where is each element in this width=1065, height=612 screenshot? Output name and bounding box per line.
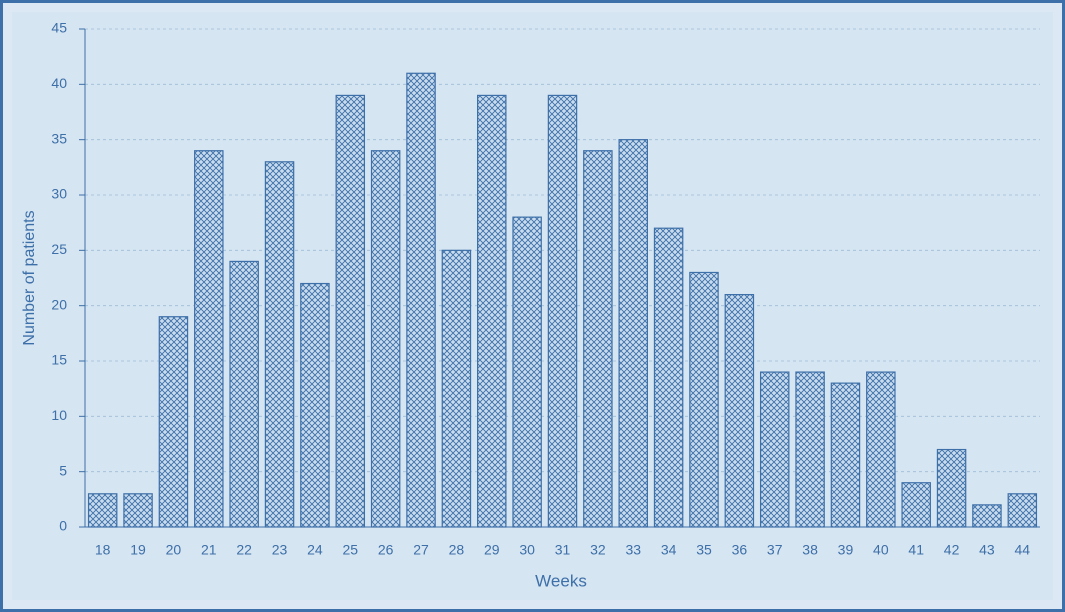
bar	[1007, 493, 1038, 528]
x-axis-label: Weeks	[535, 571, 587, 590]
x-tick-label: 21	[201, 542, 217, 558]
x-tick-label: 34	[661, 542, 677, 558]
x-tick-label: 18	[95, 542, 111, 558]
x-tick-label: 25	[342, 542, 358, 558]
x-tick-label: 29	[484, 542, 500, 558]
y-tick-label: 10	[51, 407, 67, 423]
bar	[689, 271, 719, 528]
bar	[759, 371, 790, 528]
bar	[370, 150, 401, 528]
bar	[194, 150, 224, 528]
y-tick-label: 45	[51, 20, 67, 36]
bar	[724, 294, 755, 528]
x-tick-label: 31	[555, 542, 571, 558]
x-tick-label: 27	[413, 542, 429, 558]
x-tick-label: 23	[272, 542, 288, 558]
bar	[477, 94, 507, 528]
x-tick-label: 36	[732, 542, 748, 558]
bar	[441, 249, 472, 528]
bar	[936, 448, 967, 528]
y-tick-label: 15	[51, 352, 67, 368]
bar	[512, 216, 542, 528]
y-tick-label: 5	[59, 462, 67, 478]
x-tick-label: 30	[519, 542, 535, 558]
bar	[158, 316, 189, 528]
x-tick-label: 32	[590, 542, 606, 558]
bar	[547, 94, 578, 528]
y-axis-label: Number of patients	[21, 210, 38, 345]
bar	[972, 504, 1002, 528]
y-tick-label: 30	[51, 186, 67, 202]
x-tick-label: 33	[625, 542, 641, 558]
y-tick-label: 20	[51, 296, 67, 312]
x-tick-label: 22	[236, 542, 252, 558]
bar	[795, 371, 825, 528]
bar	[583, 150, 613, 528]
x-tick-label: 26	[378, 542, 394, 558]
x-tick-label: 39	[838, 542, 854, 558]
x-tick-label: 42	[944, 542, 960, 558]
y-tick-label: 25	[51, 241, 67, 257]
x-tick-label: 20	[166, 542, 182, 558]
bar	[618, 139, 648, 528]
x-tick-label: 24	[307, 542, 323, 558]
y-tick-label: 0	[59, 518, 67, 534]
bar	[229, 260, 259, 528]
bar	[264, 161, 295, 528]
x-tick-label: 19	[130, 542, 146, 558]
x-tick-label: 28	[449, 542, 465, 558]
x-tick-label: 40	[873, 542, 889, 558]
x-tick-label: 43	[979, 542, 995, 558]
y-tick-label: 35	[51, 130, 67, 146]
bar	[123, 493, 153, 528]
bar	[300, 282, 330, 528]
x-tick-label: 44	[1015, 542, 1031, 558]
bar	[653, 227, 684, 528]
y-tick-label: 40	[51, 75, 67, 91]
x-tick-label: 41	[908, 542, 924, 558]
bar	[866, 371, 896, 528]
bar	[830, 382, 861, 528]
bar	[406, 72, 436, 528]
bar	[87, 493, 118, 528]
bar	[335, 94, 366, 528]
bar	[901, 482, 931, 528]
x-tick-label: 35	[696, 542, 712, 558]
x-tick-label: 38	[802, 542, 818, 558]
x-tick-label: 37	[767, 542, 783, 558]
